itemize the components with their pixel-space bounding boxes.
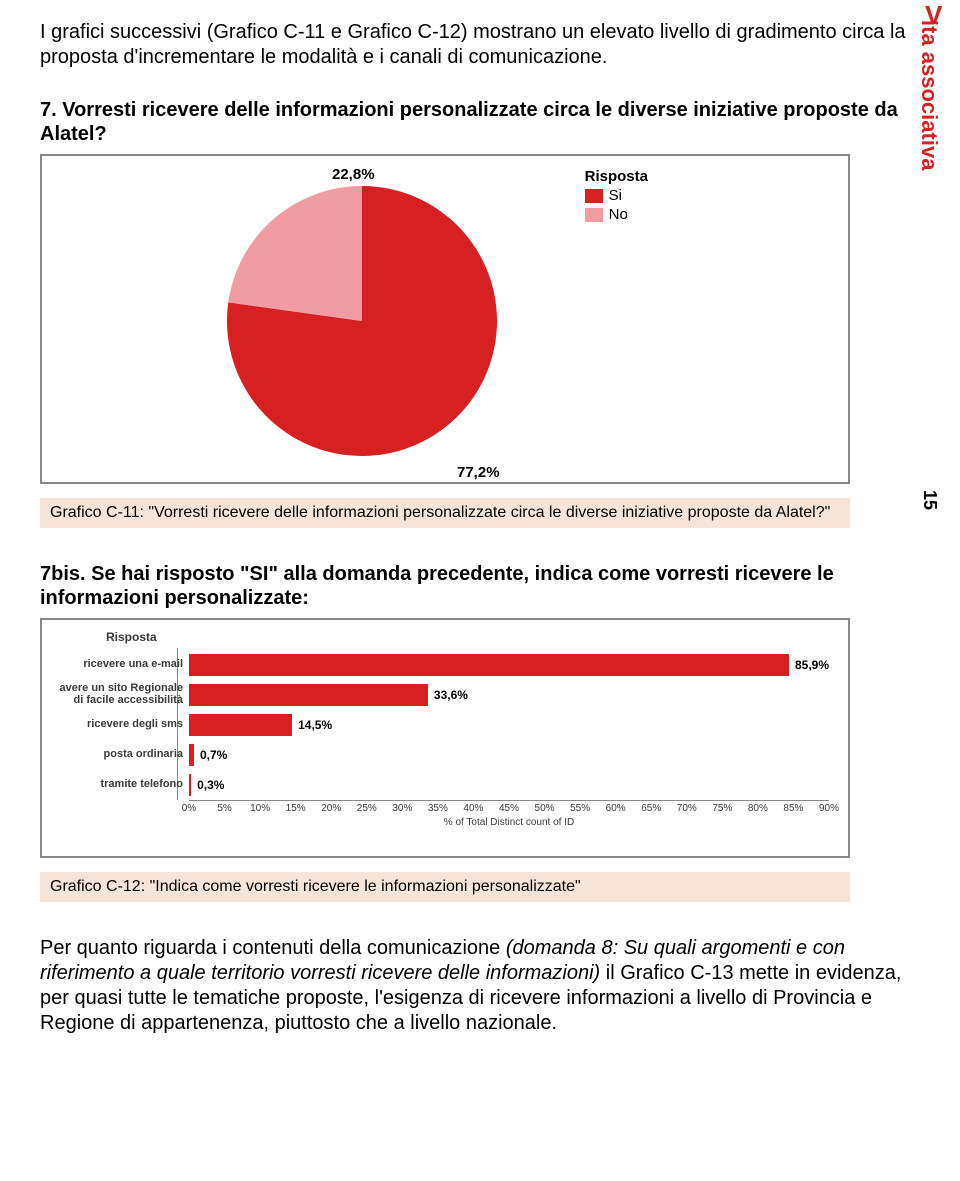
bar-rect [189, 774, 191, 796]
bar-tick: 40% [463, 803, 483, 814]
bar-caption: Grafico C-12: "Indica come vorresti rice… [40, 872, 850, 902]
bar-risposta-label: Risposta [106, 630, 836, 644]
bar-row: tramite telefono0,3% [189, 770, 829, 800]
bar-tick: 60% [606, 803, 626, 814]
bar-tick: 80% [748, 803, 768, 814]
pie-legend: Risposta Si No [585, 168, 648, 225]
bar-tick: 90% [819, 803, 839, 814]
bar-tick: 35% [428, 803, 448, 814]
bar-rect [189, 714, 292, 736]
pie-chart [222, 181, 502, 461]
bar-value-label: 33,6% [434, 688, 468, 702]
bar-category-label: tramite telefono [51, 779, 183, 791]
q7-title: 7. Vorresti ricevere delle informazioni … [40, 98, 920, 146]
bar-tick: 55% [570, 803, 590, 814]
closing-paragraph: Per quanto riguarda i contenuti della co… [40, 936, 910, 1036]
bar-category-label: avere un sito Regionale di facile access… [51, 683, 183, 706]
closing-pre: Per quanto riguarda i contenuti della co… [40, 937, 506, 959]
bar-x-title: % of Total Distinct count of ID [189, 817, 829, 828]
bar-value-label: 0,7% [200, 748, 227, 762]
bar-row: avere un sito Regionale di facile access… [189, 680, 829, 710]
bar-tick: 15% [286, 803, 306, 814]
legend-swatch-si [585, 189, 603, 203]
intro-paragraph: I grafici successivi (Grafico C-11 e Gra… [40, 20, 920, 70]
bar-tick: 20% [321, 803, 341, 814]
bar-tick: 70% [677, 803, 697, 814]
bar-value-label: 14,5% [298, 718, 332, 732]
bar-area: ricevere una e-mail85,9%avere un sito Re… [189, 650, 829, 828]
bar-value-label: 0,3% [197, 778, 224, 792]
bar-value-label: 85,9% [795, 658, 829, 672]
bar-tick: 50% [535, 803, 555, 814]
legend-label-no: No [609, 206, 628, 223]
bar-tick: 5% [217, 803, 231, 814]
bar-tick: 75% [712, 803, 732, 814]
bar-tick: 30% [392, 803, 412, 814]
bar-row: posta ordinaria0,7% [189, 740, 829, 770]
bar-category-label: ricevere degli sms [51, 719, 183, 731]
legend-title: Risposta [585, 168, 648, 185]
side-label: ita associativa [916, 20, 942, 170]
bar-row: ricevere una e-mail85,9% [189, 650, 829, 680]
bar-ticks: 0%5%10%15%20%25%30%35%40%45%50%55%60%65%… [189, 801, 829, 815]
pie-caption: Grafico C-11: "Vorresti ricevere delle i… [40, 498, 850, 528]
bar-tick: 85% [783, 803, 803, 814]
q7bis-title: 7bis. Se hai risposto "SI" alla domanda … [40, 562, 920, 610]
legend-label-si: Si [609, 187, 622, 204]
bar-tick: 65% [641, 803, 661, 814]
pie-chart-box: 22,8% 77,2% Risposta Si No [40, 154, 850, 484]
bar-category-label: ricevere una e-mail [51, 659, 183, 671]
bar-tick: 45% [499, 803, 519, 814]
bar-tick: 10% [250, 803, 270, 814]
bar-chart-box: Risposta ricevere una e-mail85,9%avere u… [40, 618, 850, 858]
bar-rect [189, 654, 789, 676]
legend-swatch-no [585, 208, 603, 222]
bar-row: ricevere degli sms14,5% [189, 710, 829, 740]
page-number: 15 [919, 490, 940, 510]
bar-rect [189, 684, 428, 706]
pie-pct-si: 77,2% [457, 464, 500, 481]
bar-tick: 0% [182, 803, 196, 814]
bar-category-label: posta ordinaria [51, 749, 183, 761]
bar-rect [189, 744, 194, 766]
bar-tick: 25% [357, 803, 377, 814]
